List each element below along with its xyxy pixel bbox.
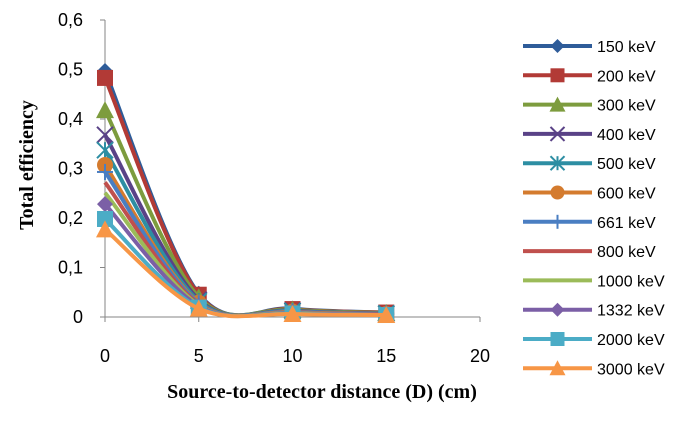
legend-label: 300 keV [597,98,656,115]
data-point [97,69,113,86]
y-tick-label: 0,1 [58,258,83,278]
legend-item: 500 keV [523,155,656,173]
legend-label: 150 keV [597,39,656,56]
y-tick-label: 0,6 [58,10,83,30]
series-line [103,227,387,319]
data-point [549,155,566,171]
y-tick-label: 0,2 [58,208,83,228]
legend-label: 400 keV [597,127,656,144]
data-point [96,220,114,238]
legend-label: 661 keV [597,215,656,232]
data-point [550,185,565,200]
legend-item: 3000 keV [523,360,665,378]
data-point [550,332,565,346]
y-tick-label: 0,5 [58,60,83,80]
legend-item: 1000 keV [523,273,665,290]
data-point [97,196,113,213]
legend-item: 600 keV [523,185,656,203]
legend-item: 400 keV [523,126,656,144]
data-point [549,360,566,376]
legend-label: 1000 keV [597,273,665,290]
legend-label: 800 keV [597,244,656,261]
legend-item: 2000 keV [523,332,665,349]
data-point [97,163,113,180]
legend-label: 600 keV [597,186,656,203]
x-tick-label: 10 [282,346,302,366]
data-point [96,126,114,144]
legend-label: 2000 keV [597,332,665,349]
legend-item: 800 keV [523,244,656,261]
series-line [103,109,387,318]
data-point [549,126,566,142]
y-tick-label: 0,4 [58,109,83,129]
axes-layer: 0 0,1 0,2 0,3 0,4 0,5 0,6 0 5 10 15 20 [58,10,490,366]
data-point [96,141,114,159]
y-tick-label: 0,3 [58,159,83,179]
y-axis-title: Total efficiency [16,100,38,230]
x-tick-label: 15 [376,346,396,366]
legend-label: 500 keV [597,156,656,173]
series-300-kev [96,101,396,322]
data-point [97,210,113,227]
legend-item: 200 keV [523,68,656,85]
data-point [377,306,396,324]
series-line [103,77,387,318]
legend-item: 1332 keV [523,302,665,320]
x-axis-title: Source-to-detector distance (D) (cm) [167,381,477,403]
data-point [550,302,565,317]
series-layer [96,62,396,324]
x-tick-label: 0 [100,346,110,366]
series-3000-kev [96,220,396,324]
data-point [550,39,565,53]
data-point [550,214,565,229]
data-point [189,299,208,317]
legend-label: 1332 keV [597,303,665,320]
y-tick-label: 0 [73,307,83,327]
data-point [550,68,565,83]
legend: 150 keV 200 keV 300 keV 400 keV 500 keV 600 k… [523,39,665,378]
legend-label: 3000 keV [597,361,665,378]
x-tick-label: 5 [194,346,204,366]
legend-label: 200 keV [597,68,656,85]
data-point [283,305,302,323]
legend-item: 150 keV [523,39,656,56]
data-point [96,101,114,119]
legend-item: 661 keV [523,214,656,232]
legend-item: 300 keV [523,96,656,115]
data-point [549,96,566,112]
x-tick-label: 20 [470,346,490,366]
